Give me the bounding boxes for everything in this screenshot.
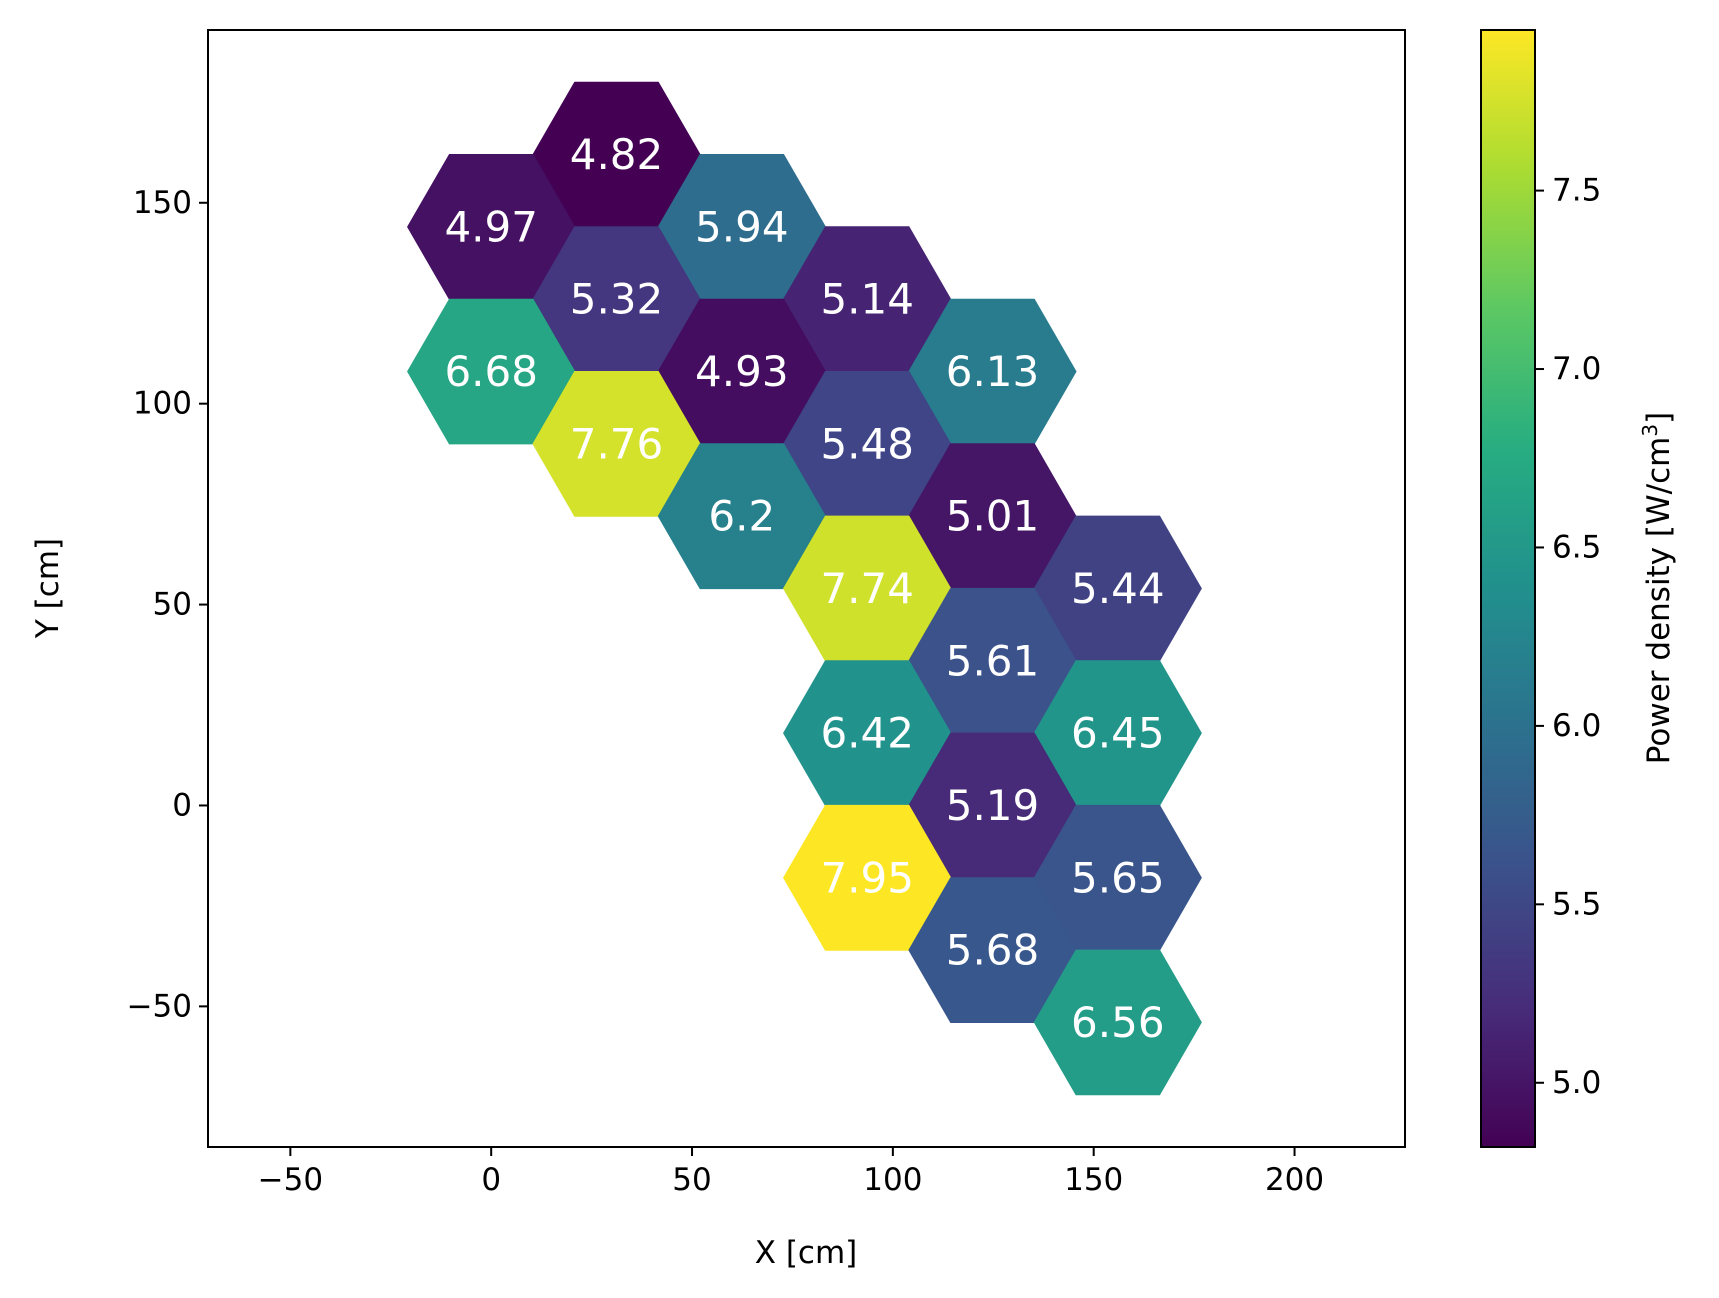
cell-value-label: 7.95	[820, 853, 914, 902]
hexagon-cells	[407, 81, 1202, 1096]
cell-value-label: 5.65	[1071, 853, 1165, 902]
y-tick-label: 50	[153, 587, 192, 623]
hexagon-cell	[1033, 949, 1202, 1096]
cell-value-labels: 4.82 4.97 5.94 5.32 5.14 6.68 4.93 6.13 7.76 5.48…	[444, 130, 1164, 1047]
colorbar-tick-label: 6.0	[1552, 708, 1601, 744]
x-tick-label: −50	[258, 1162, 323, 1198]
y-tick-label: −50	[127, 988, 192, 1024]
cell-value-label: 7.74	[820, 564, 914, 613]
colorbar-tick-label: 7.5	[1552, 173, 1601, 209]
cell-value-label: 6.45	[1071, 709, 1165, 758]
colorbar	[1481, 30, 1535, 1147]
colorbar-tick-label: 6.5	[1552, 529, 1601, 565]
colorbar-label-superscript: 3	[1638, 424, 1662, 437]
x-tick-label: 150	[1064, 1162, 1123, 1198]
cell-value-label: 6.56	[1071, 998, 1165, 1047]
y-axis-ticks: −50 0 50 100 150	[127, 185, 208, 1024]
cell-value-label: 5.19	[946, 781, 1040, 830]
y-tick-label: 100	[133, 386, 192, 422]
cell-value-label: 5.01	[946, 492, 1040, 541]
colorbar-tick-label: 7.0	[1552, 351, 1601, 387]
cell-value-label: 5.68	[946, 926, 1040, 975]
cell-value-label: 4.97	[444, 202, 538, 251]
colorbar-tick-label: 5.5	[1552, 886, 1601, 922]
x-tick-label: 200	[1265, 1162, 1324, 1198]
y-tick-label: 150	[133, 185, 192, 221]
colorbar-frame	[1480, 29, 1536, 1148]
x-tick-label: 100	[863, 1162, 922, 1198]
cell-value-label: 4.82	[570, 130, 664, 179]
cell-value-label: 5.61	[946, 636, 1040, 685]
cell-value-label: 6.13	[946, 347, 1040, 396]
x-axis-ticks: −50 0 50 100 150 200	[258, 1147, 1324, 1198]
cell-value-label: 5.32	[570, 275, 664, 324]
cell-value-label: 5.14	[820, 275, 914, 324]
y-tick-label: 0	[172, 787, 192, 823]
cell-value-label: 5.44	[1071, 564, 1165, 613]
x-tick-label: 0	[481, 1162, 501, 1198]
cell-value-label: 6.68	[444, 347, 538, 396]
cell-value-label: 7.76	[570, 419, 664, 468]
cell-value-label: 6.2	[708, 492, 775, 541]
cell-value-label: 6.42	[820, 709, 914, 758]
colorbar-label: Power density [W/cm3]	[1638, 412, 1677, 764]
x-axis-label: X [cm]	[755, 1235, 858, 1271]
colorbar-tick-label: 5.0	[1552, 1065, 1601, 1101]
cell-value-label: 5.94	[695, 202, 789, 251]
colorbar-label-prefix: Power density [W/cm	[1641, 437, 1677, 765]
y-axis-label: Y [cm]	[30, 538, 66, 639]
plot-area-frame	[207, 29, 1406, 1148]
cell-value-label: 5.48	[820, 419, 914, 468]
colorbar-label-suffix: ]	[1641, 412, 1677, 424]
cell-value-label: 4.93	[695, 347, 789, 396]
x-tick-label: 50	[672, 1162, 711, 1198]
colorbar-ticks: 5.0 5.5 6.0 6.5 7.0 7.5	[1535, 173, 1601, 1101]
